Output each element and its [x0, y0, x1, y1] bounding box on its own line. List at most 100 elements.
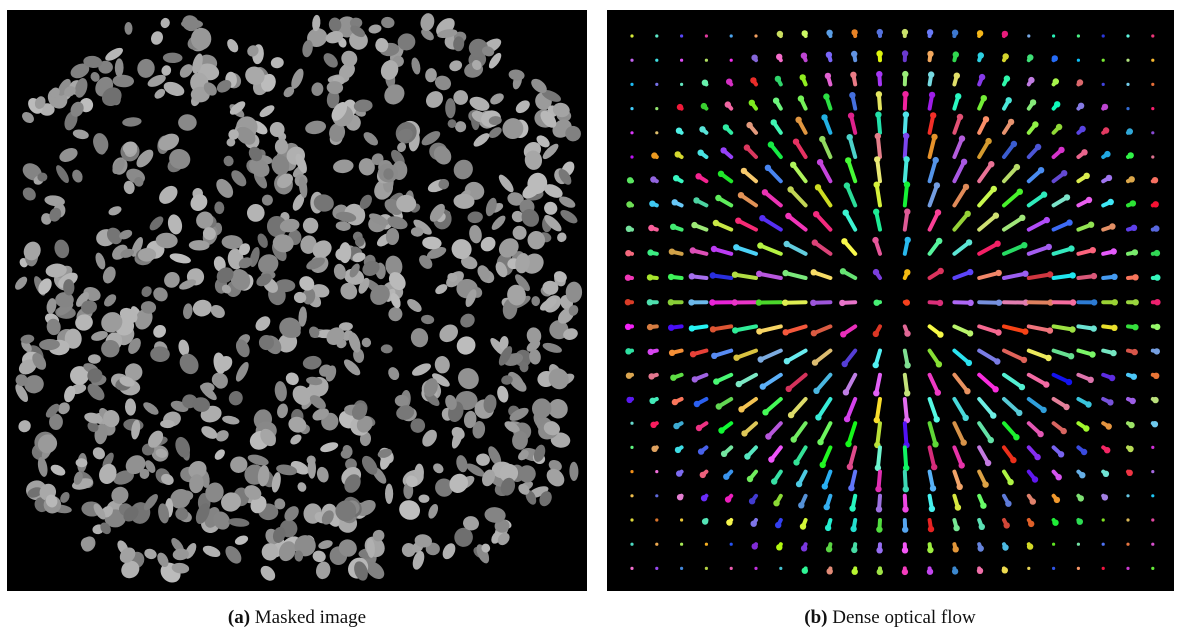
blob	[298, 176, 308, 198]
blob	[274, 381, 287, 402]
blob	[394, 394, 409, 407]
flow-arrow-head	[845, 440, 852, 448]
blob	[361, 337, 372, 348]
blob	[328, 17, 342, 32]
blob	[526, 327, 542, 344]
blob	[20, 334, 35, 344]
blob	[497, 532, 510, 546]
blob	[484, 507, 506, 523]
flow-arrow	[1002, 215, 1025, 232]
blob	[276, 464, 298, 476]
blob	[319, 364, 333, 377]
blob	[58, 402, 70, 415]
flow-arrow-head	[824, 72, 832, 80]
flow-arrow-head	[1104, 150, 1111, 158]
flow-arrow-head	[1034, 143, 1042, 151]
flow-arrow-head	[676, 103, 684, 111]
blob	[396, 128, 413, 143]
flow-arrow	[927, 183, 939, 208]
blob	[24, 375, 44, 394]
flow-arrow	[816, 185, 833, 208]
blob	[244, 485, 262, 500]
blob	[279, 218, 300, 233]
blob	[49, 413, 63, 430]
flow-arrow-head	[782, 329, 789, 336]
flow-arrow-head	[1102, 470, 1110, 477]
blob	[155, 448, 168, 458]
flow-arrow-head	[667, 273, 675, 281]
blob	[524, 150, 543, 170]
flow-dot	[1151, 542, 1155, 546]
flow-arrow-head	[851, 568, 858, 575]
flow-arrow-head	[1055, 123, 1063, 131]
flow-arrow-head	[1153, 372, 1160, 379]
flow-arrow-head	[757, 356, 764, 363]
flow-arrow	[977, 421, 993, 443]
flow-arrow-head	[926, 568, 934, 575]
flow-arrow	[1026, 218, 1049, 232]
blob	[511, 210, 524, 223]
blob	[410, 328, 429, 348]
blob	[497, 385, 509, 403]
flow-arrow-head	[761, 189, 769, 196]
blob	[144, 548, 157, 560]
blob	[412, 550, 425, 570]
blob	[488, 446, 502, 466]
blob	[344, 474, 361, 493]
panel-label: (a)	[228, 607, 250, 628]
flow-arrow-head	[1154, 274, 1161, 281]
blob	[122, 141, 138, 155]
flow-arrow-head	[927, 546, 934, 554]
flow-arrow-head	[1028, 76, 1035, 84]
flow-arrow-head	[824, 524, 832, 532]
flow-arrow-head	[1057, 451, 1065, 458]
blob	[70, 63, 90, 79]
flow-arrow	[843, 210, 858, 232]
blob	[111, 486, 129, 504]
blob	[525, 490, 537, 505]
blob	[112, 74, 134, 88]
flow-arrow	[952, 397, 968, 420]
flow-arrow	[977, 241, 1000, 256]
flow-arrow-head	[951, 29, 959, 36]
blob	[114, 58, 124, 77]
flow-arrow-head	[798, 502, 805, 509]
blob	[421, 314, 435, 325]
flow-arrow	[1051, 273, 1075, 280]
blob	[260, 428, 276, 447]
flow-arrow-head	[937, 331, 944, 338]
blob	[396, 194, 417, 213]
blob	[349, 263, 360, 278]
blob	[45, 263, 67, 278]
flow-dot	[630, 542, 634, 546]
flow-arrow	[845, 397, 858, 422]
blob	[283, 86, 295, 98]
flow-arrow-head	[960, 439, 967, 446]
flow-arrow-head	[903, 299, 910, 306]
blob	[73, 471, 83, 485]
flow-arrow-head	[709, 299, 716, 306]
flow-arrow-head	[1063, 194, 1071, 201]
blob	[270, 57, 284, 69]
flow-arrow-head	[984, 459, 992, 467]
flow-arrow-head	[773, 500, 780, 507]
blob	[499, 463, 519, 483]
blob	[250, 495, 267, 514]
flow-arrow-head	[782, 269, 789, 277]
blob	[179, 353, 199, 375]
flow-arrow-head	[625, 225, 633, 232]
flow-arrow	[734, 245, 758, 256]
blob	[477, 265, 490, 281]
flow-arrow-head	[955, 93, 962, 100]
flow-arrow-head	[1083, 425, 1090, 432]
blob	[205, 482, 224, 503]
blob	[306, 376, 323, 386]
flow-arrow-head	[775, 521, 782, 529]
blob	[481, 46, 495, 57]
flow-dot	[1076, 542, 1080, 546]
blob	[302, 355, 322, 370]
flow-arrow-head	[819, 461, 826, 469]
flow-arrow-head	[965, 359, 973, 367]
blob	[56, 165, 69, 184]
